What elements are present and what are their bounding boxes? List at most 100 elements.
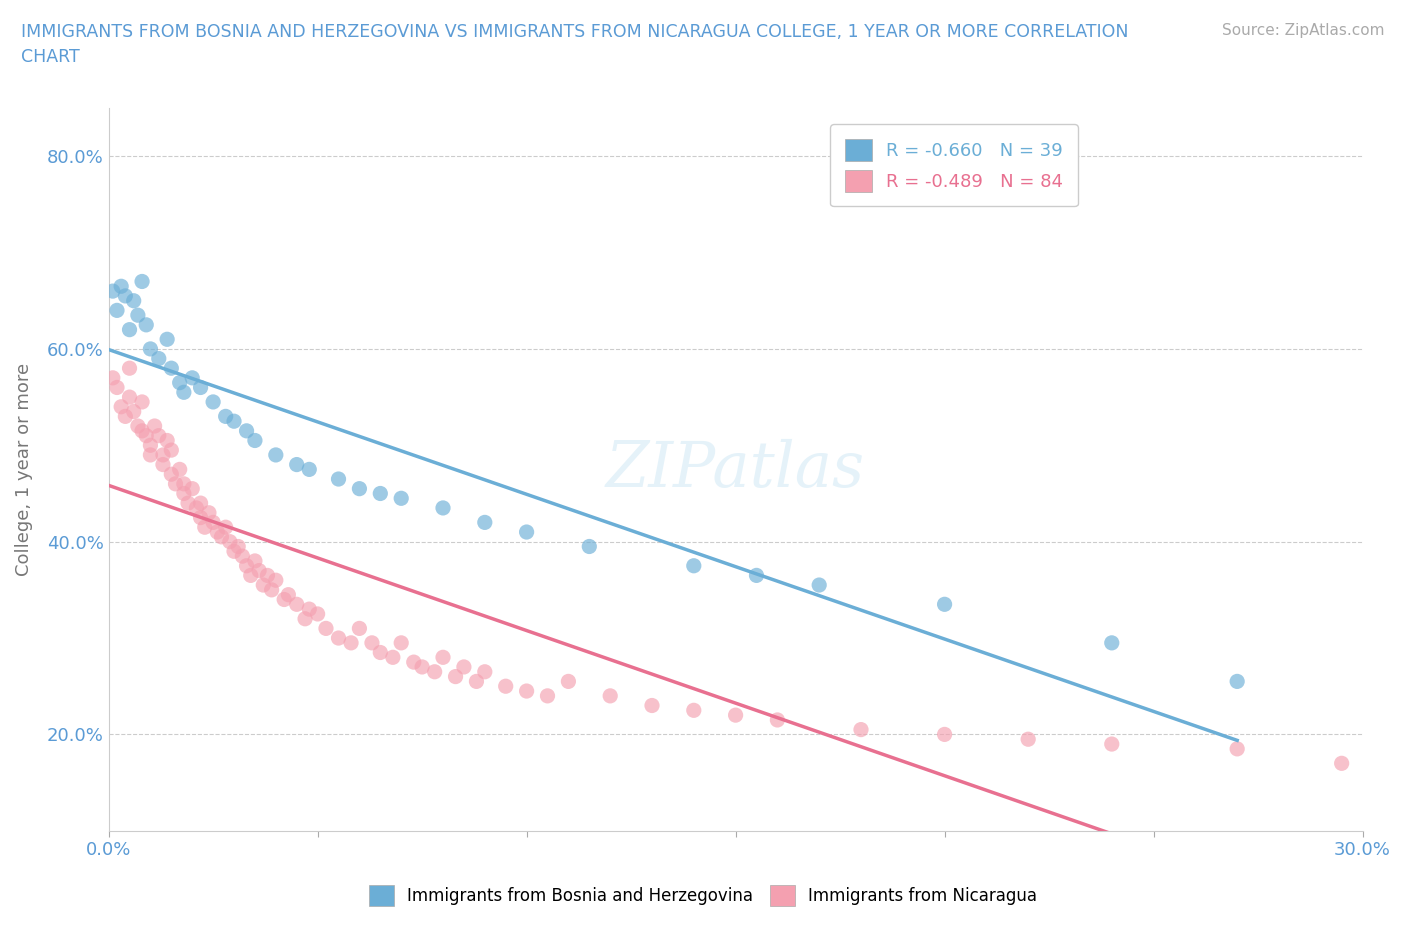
Point [186,500,208,515]
Point [260,582,283,597]
Point [328,472,350,486]
Point [122,405,145,419]
Point [122,293,145,308]
Point [934,597,956,612]
Point [207,525,229,539]
Point [118,361,141,376]
Text: Source: ZipAtlas.com: Source: ZipAtlas.com [1222,23,1385,38]
Point [214,520,236,535]
Point [247,564,270,578]
Point [1330,756,1353,771]
Point [243,553,266,568]
Point [222,414,245,429]
Point [190,496,212,511]
Text: IMMIGRANTS FROM BOSNIA AND HERZEGOVINA VS IMMIGRANTS FROM NICARAGUA COLLEGE, 1 Y: IMMIGRANTS FROM BOSNIA AND HERZEGOVINA V… [21,23,1129,66]
Point [131,274,153,289]
Point [264,573,287,588]
Point [536,688,558,703]
Point [160,361,183,376]
Point [139,447,162,462]
Point [148,352,170,366]
Point [328,631,350,645]
Point [432,650,454,665]
Point [194,520,217,535]
Point [298,462,321,477]
Point [256,568,278,583]
Point [766,712,789,727]
Point [411,659,433,674]
Point [235,423,257,438]
Point [1101,635,1123,650]
Point [849,723,872,737]
Point [349,621,371,636]
Point [264,447,287,462]
Point [516,525,538,539]
Point [118,322,141,337]
Point [173,486,195,501]
Point [101,284,124,299]
Point [1101,737,1123,751]
Point [118,390,141,405]
Legend: R = -0.660   N = 39, R = -0.489   N = 84: R = -0.660 N = 39, R = -0.489 N = 84 [831,125,1077,206]
Point [152,447,174,462]
Y-axis label: College, 1 year or more: College, 1 year or more [15,363,32,576]
Point [160,443,183,458]
Point [173,476,195,491]
Point [361,635,384,650]
Point [465,674,488,689]
Point [285,458,308,472]
Point [294,611,316,626]
Point [148,428,170,443]
Point [173,385,195,400]
Point [231,549,253,564]
Point [218,534,240,549]
Point [127,308,149,323]
Point [1226,741,1249,756]
Point [808,578,831,592]
Point [139,438,162,453]
Point [101,370,124,385]
Point [641,698,664,713]
Point [105,303,128,318]
Point [389,635,412,650]
Point [152,458,174,472]
Point [599,688,621,703]
Point [131,394,153,409]
Point [1226,674,1249,689]
Point [1017,732,1039,747]
Point [349,481,371,496]
Point [557,674,579,689]
Point [156,433,179,448]
Point [114,409,136,424]
Point [160,467,183,482]
Point [432,500,454,515]
Point [273,592,295,607]
Point [252,578,274,592]
Point [135,317,157,332]
Point [516,684,538,698]
Point [190,380,212,395]
Point [423,664,446,679]
Point [578,539,600,554]
Point [177,496,200,511]
Point [105,380,128,395]
Point [277,587,299,602]
Point [453,659,475,674]
Point [368,486,391,501]
Point [181,481,204,496]
Legend: Immigrants from Bosnia and Herzegovina, Immigrants from Nicaragua: Immigrants from Bosnia and Herzegovina, … [363,879,1043,912]
Point [214,409,236,424]
Point [143,418,166,433]
Point [239,568,262,583]
Point [110,279,132,294]
Point [298,602,321,617]
Point [724,708,747,723]
Point [474,664,496,679]
Point [165,476,187,491]
Point [235,558,257,573]
Point [202,515,225,530]
Point [315,621,337,636]
Point [389,491,412,506]
Point [285,597,308,612]
Point [198,505,221,520]
